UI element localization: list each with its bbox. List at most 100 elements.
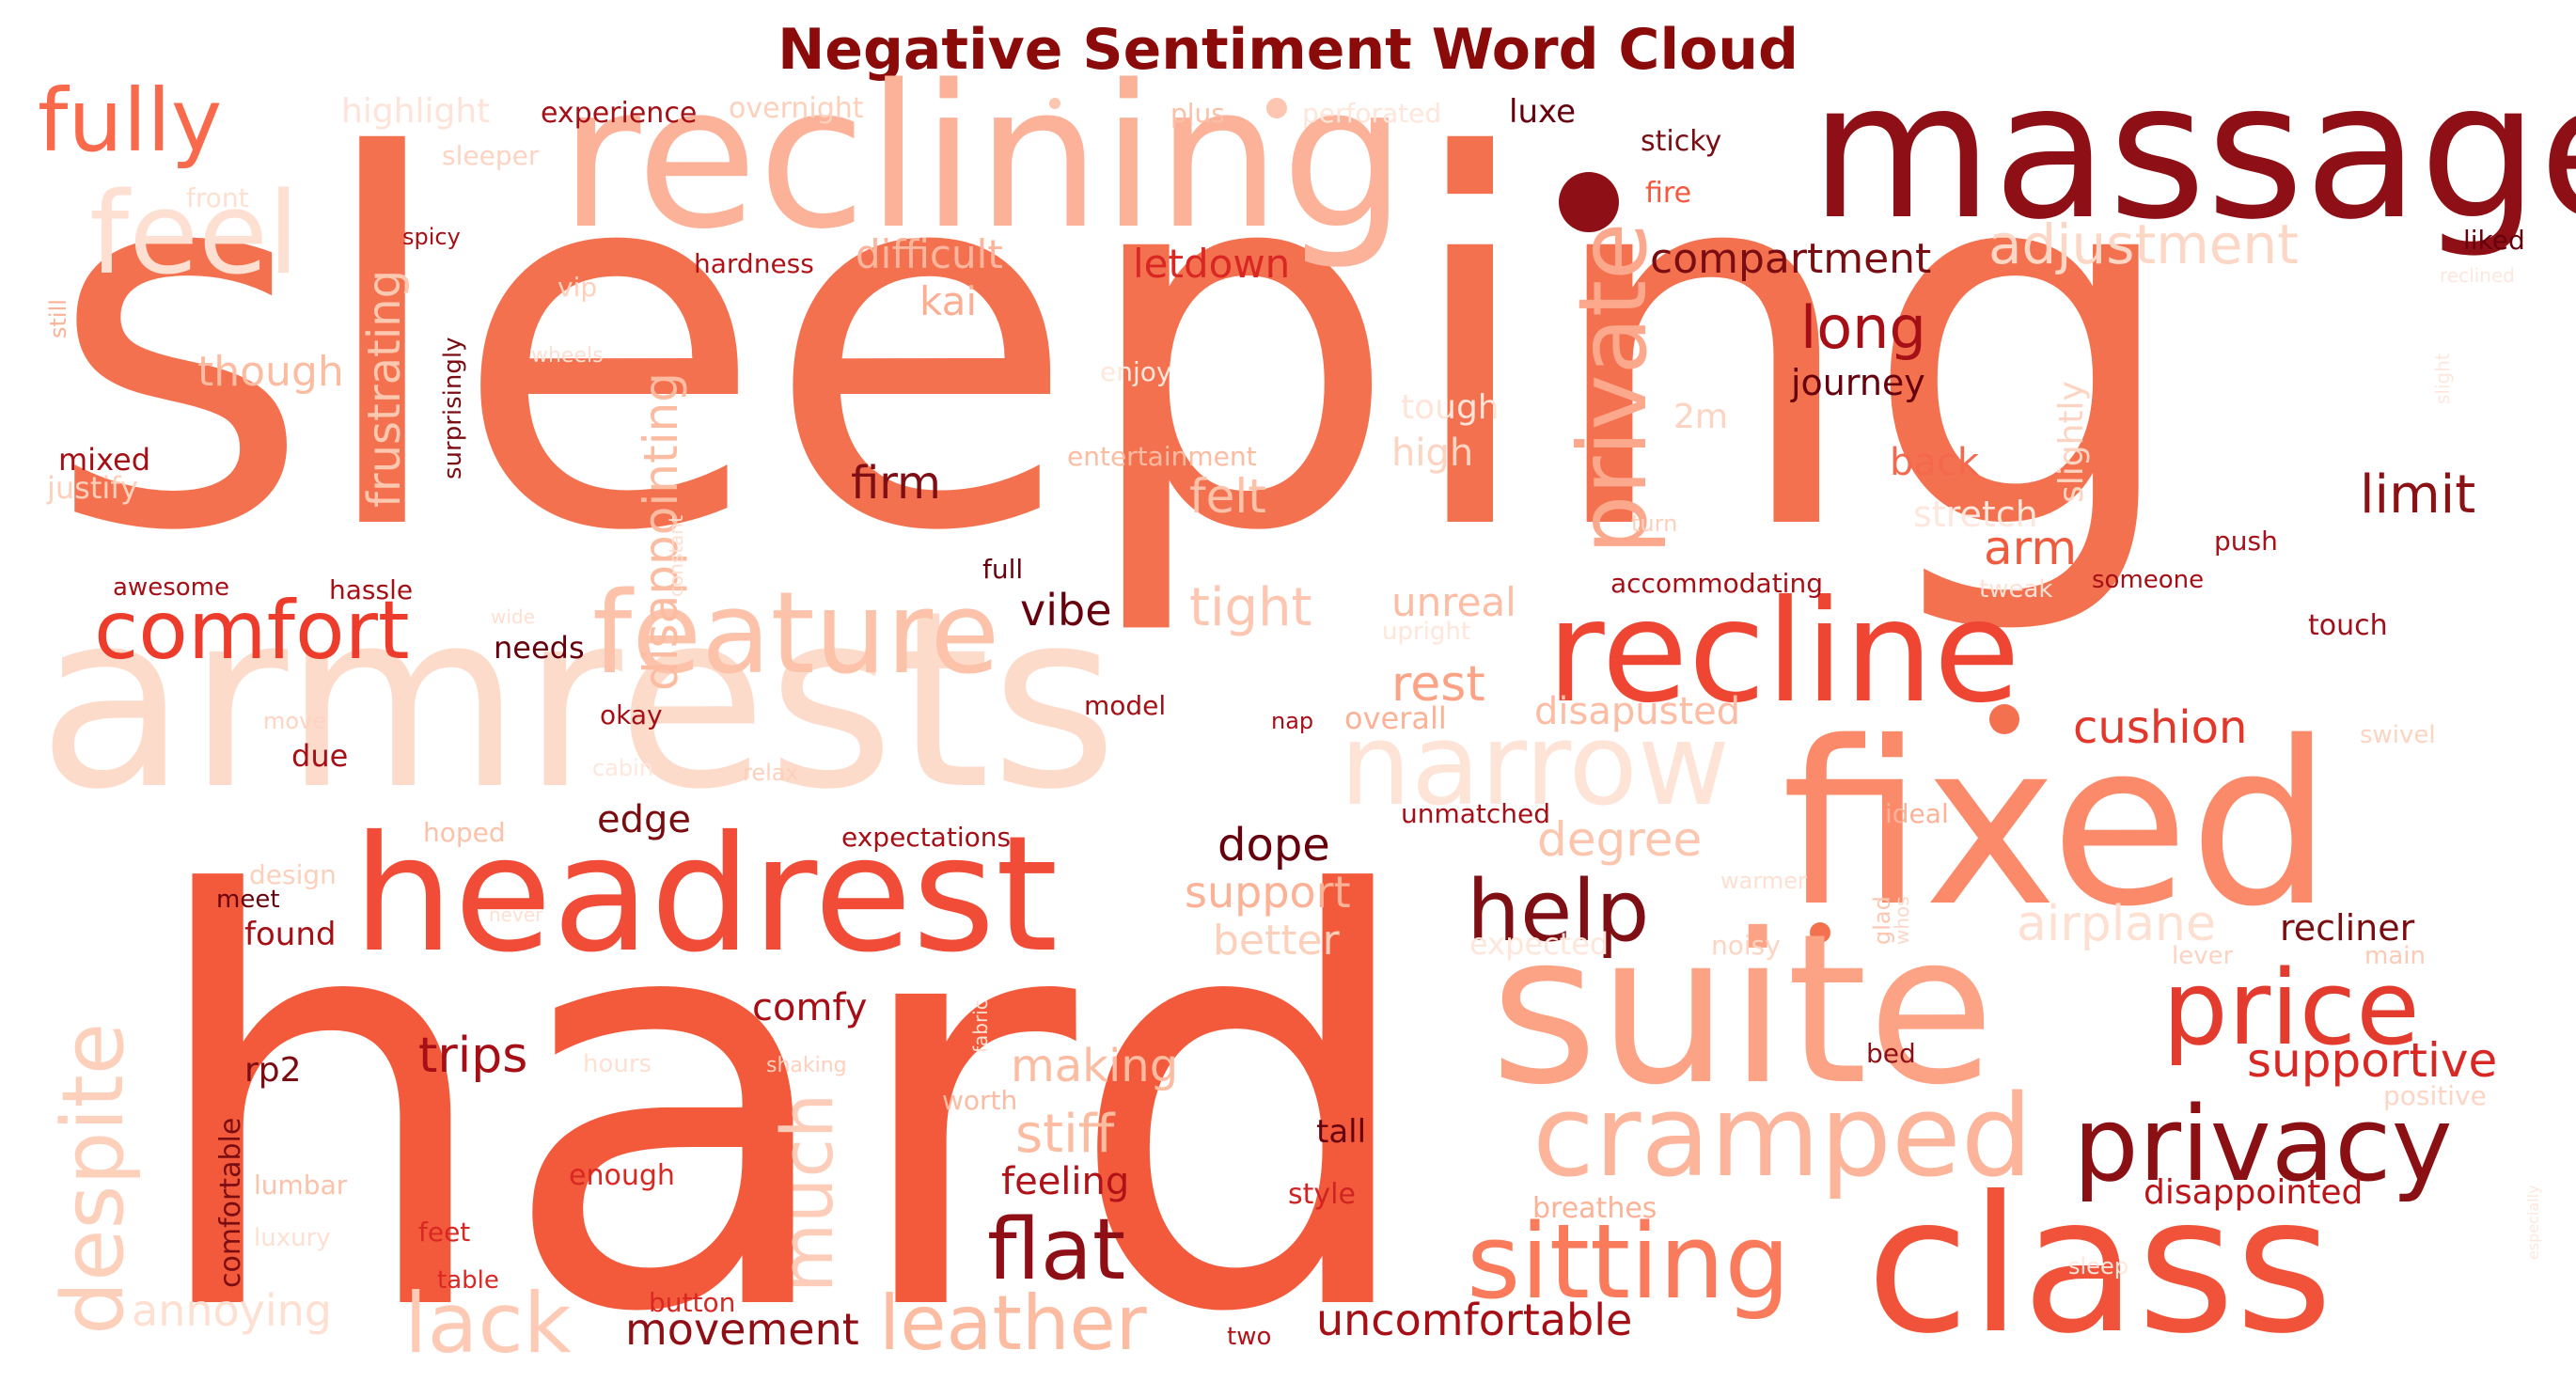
word-suite: suite bbox=[1490, 889, 1995, 1130]
word-especially: especially bbox=[2524, 1185, 2542, 1260]
word-spicy: spicy bbox=[402, 224, 461, 250]
word-feeling: feeling bbox=[1001, 1160, 1129, 1203]
word-hassle: hassle bbox=[329, 574, 413, 605]
word-lack: lack bbox=[404, 1275, 572, 1372]
word-noisy: noisy bbox=[1711, 930, 1781, 961]
word-hours: hours bbox=[583, 1050, 652, 1078]
word-expected: expected bbox=[1469, 926, 1609, 962]
word-justify: justify bbox=[46, 470, 138, 506]
word-massage: massage bbox=[1810, 42, 2576, 261]
word-annoying: annoying bbox=[132, 1285, 332, 1336]
word-push: push bbox=[2214, 526, 2278, 557]
word-disappointing: disappointing bbox=[634, 372, 688, 691]
word-feet: feet bbox=[418, 1217, 470, 1248]
word-disappointed: disappointed bbox=[2144, 1173, 2363, 1212]
word-lumbar: lumbar bbox=[254, 1170, 348, 1201]
word-swivel: swivel bbox=[2360, 721, 2436, 749]
word-needs: needs bbox=[494, 630, 585, 666]
word-nap: nap bbox=[1271, 708, 1313, 734]
word-cushion: cushion bbox=[2073, 701, 2247, 754]
word-cramped: cramped bbox=[1532, 1072, 2033, 1202]
word-stiff: stiff bbox=[1015, 1104, 1116, 1165]
word-due: due bbox=[291, 738, 348, 774]
word-glad: glad bbox=[1869, 896, 1895, 945]
word-feel: feel bbox=[89, 169, 299, 300]
word-enjoy: enjoy bbox=[1100, 356, 1171, 387]
word-accommodating: accommodating bbox=[1610, 568, 1823, 599]
word-two: two bbox=[1227, 1323, 1271, 1351]
word-narrow: narrow bbox=[1340, 700, 1730, 831]
word-fully: fully bbox=[38, 71, 222, 171]
word-hoped: hoped bbox=[423, 817, 506, 848]
word-sleep: sleep bbox=[2068, 1253, 2128, 1280]
word-adjustment: adjustment bbox=[1988, 212, 2299, 276]
word-luxury: luxury bbox=[254, 1224, 331, 1252]
word-fabric: fabric bbox=[969, 999, 992, 1053]
word-front: front bbox=[186, 182, 249, 213]
word-sleeping: sleeping bbox=[47, 52, 2185, 642]
word-bed: bed bbox=[1866, 1038, 1916, 1069]
word-sitting: sitting bbox=[1467, 1201, 1790, 1322]
word-compartment: compartment bbox=[1650, 235, 1931, 283]
word-positive: positive bbox=[2383, 1080, 2487, 1111]
word-high: high bbox=[1391, 432, 1473, 475]
word-dope: dope bbox=[1217, 819, 1330, 872]
word-relax: relax bbox=[743, 760, 799, 786]
word-still: still bbox=[45, 299, 71, 338]
word-letdown: letdown bbox=[1133, 241, 1290, 287]
word-journey: journey bbox=[1790, 362, 1925, 403]
word-full: full bbox=[982, 554, 1023, 585]
word-cabin: cabin bbox=[592, 755, 653, 781]
word-tight: tight bbox=[1189, 577, 1312, 638]
word-whos: whos bbox=[1891, 896, 1913, 945]
word-recliner: recliner bbox=[2280, 907, 2415, 949]
word-liked: liked bbox=[2463, 225, 2525, 256]
word-2m: 2m bbox=[1673, 398, 1728, 436]
word-headrest: headrest bbox=[353, 802, 1058, 988]
dot bbox=[1989, 704, 2019, 734]
word-difficult: difficult bbox=[856, 231, 1003, 277]
word-privacy: privacy bbox=[2073, 1084, 2453, 1204]
dot bbox=[1559, 172, 1619, 232]
word-surprisingly: surprisingly bbox=[439, 338, 467, 480]
word-model: model bbox=[1084, 690, 1166, 721]
word-design: design bbox=[249, 859, 337, 890]
word-much: much bbox=[765, 1093, 849, 1293]
word-degree: degree bbox=[1537, 812, 1702, 867]
word-overnight: overnight bbox=[729, 92, 864, 125]
word-tough: tough bbox=[1401, 388, 1500, 427]
word-long: long bbox=[1800, 293, 1926, 362]
word-plus: plus bbox=[1170, 98, 1225, 129]
word-constant: constant bbox=[665, 515, 687, 597]
page-title: Negative Sentiment Word Cloud bbox=[778, 17, 1798, 83]
word-uncomfortable: uncomfortable bbox=[1316, 1295, 1632, 1345]
word-rp2: rp2 bbox=[244, 1051, 302, 1090]
word-price: price bbox=[2162, 948, 2420, 1068]
word-luxe: luxe bbox=[1509, 93, 1576, 131]
word-class: class bbox=[1866, 1156, 2333, 1375]
word-fire: fire bbox=[1645, 177, 1691, 210]
word-rest: rest bbox=[1391, 656, 1485, 713]
word-awesome: awesome bbox=[113, 573, 229, 602]
word-overall: overall bbox=[1344, 700, 1447, 736]
word-comfortable: comfortable bbox=[214, 1118, 247, 1288]
word-perforated: perforated bbox=[1302, 98, 1441, 129]
word-tweak: tweak bbox=[1979, 575, 2052, 604]
dot bbox=[1266, 98, 1287, 118]
word-meet: meet bbox=[216, 886, 280, 914]
word-never: never bbox=[489, 903, 543, 926]
word-main: main bbox=[2364, 942, 2426, 970]
word-recline: recline bbox=[1547, 571, 2020, 734]
word-leather: leather bbox=[879, 1280, 1147, 1367]
word-firm: firm bbox=[851, 457, 941, 510]
word-supportive: supportive bbox=[2247, 1033, 2497, 1088]
word-sleeper: sleeper bbox=[442, 140, 540, 171]
word-reclining: reclining bbox=[559, 42, 1406, 273]
word-hardness: hardness bbox=[694, 248, 814, 279]
word-making: making bbox=[1011, 1040, 1178, 1092]
word-armrests: armrests bbox=[38, 559, 1118, 843]
word-reclined: reclined bbox=[2440, 264, 2515, 287]
word-entertainment: entertainment bbox=[1067, 441, 1257, 472]
word-support: support bbox=[1185, 867, 1351, 918]
